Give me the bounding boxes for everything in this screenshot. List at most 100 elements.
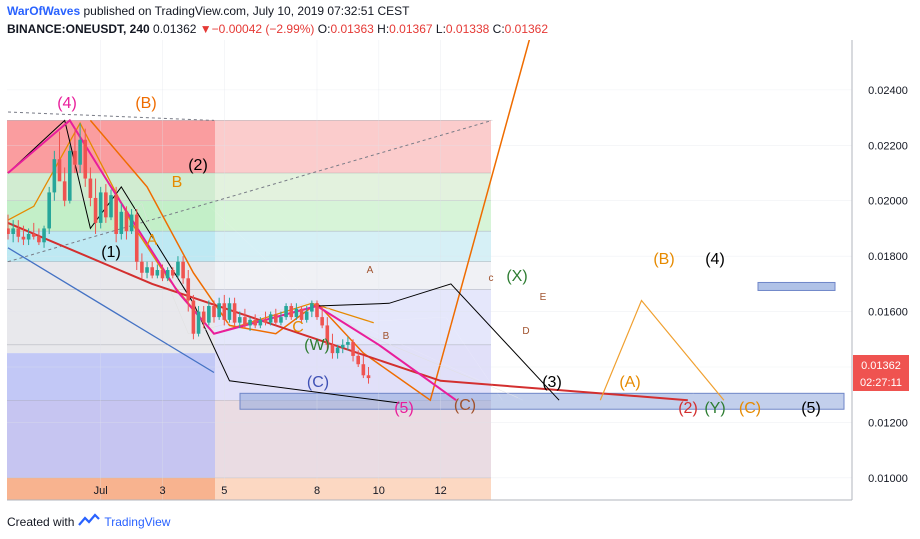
tradingview-link[interactable]: TradingView <box>104 514 171 529</box>
candle-body <box>93 197 98 223</box>
candle-body <box>243 317 247 326</box>
y-tick-label: 0.01800 <box>868 251 908 263</box>
candle-body <box>129 214 134 232</box>
black-wave-1 <box>7 119 400 404</box>
tradingview-logo-icon <box>78 513 101 530</box>
wave-label-wCo2: (C) <box>739 400 761 417</box>
orange-wave-upper <box>7 121 374 335</box>
wave-label-sb: B <box>383 331 390 342</box>
candle-body <box>361 364 366 376</box>
candle-body <box>140 261 144 273</box>
ohlc-low-label: L: <box>435 22 446 36</box>
candle-body <box>196 311 201 334</box>
wave-label-wC: C <box>292 319 304 336</box>
candles <box>7 123 371 384</box>
orange-abc-down <box>89 40 531 402</box>
wave-label-sc: c <box>489 273 494 284</box>
y-tick-label: 0.02400 <box>868 85 908 97</box>
wave-label-wX: (X) <box>506 268 527 285</box>
price-badge-price: 0.01362 <box>861 360 901 372</box>
x-tick-label: 3 <box>159 485 165 497</box>
candle-body <box>165 270 170 279</box>
wave-label-w4b: (4) <box>705 251 725 268</box>
candle-body <box>294 308 299 318</box>
candle-body <box>356 355 360 365</box>
candle-body <box>201 311 206 323</box>
candle-body <box>16 228 21 237</box>
placeholder-line <box>110 203 518 398</box>
wave-label-w2: (2) <box>188 157 208 174</box>
candle-body <box>237 317 242 323</box>
candle-body <box>222 303 227 320</box>
price-badge-box <box>853 355 909 391</box>
candle-body <box>37 236 41 243</box>
resistance-zone-box <box>757 281 836 291</box>
dashed-line-top <box>7 111 215 121</box>
candle-body <box>181 261 185 279</box>
candle-body <box>191 300 196 334</box>
created-with-text: Created with <box>7 514 75 529</box>
zone-right-5 <box>215 289 491 345</box>
candle-body <box>299 308 304 320</box>
zone-right-0 <box>215 120 491 174</box>
wave-label-wCo: (C) <box>454 397 476 414</box>
candle-body <box>11 228 15 234</box>
candle-body <box>57 159 62 182</box>
candle-body <box>88 178 93 198</box>
wave-label-wAo: (A) <box>619 374 640 391</box>
candle-body <box>47 192 51 229</box>
wave-label-se: E <box>540 292 547 303</box>
wave-label-wBo: (B) <box>653 251 674 268</box>
symbol-name: BINANCE:ONEUSDT, 240 <box>7 22 150 36</box>
published-text: published on TradingView.com, July 10, 2… <box>83 4 410 18</box>
x-tick-label: 5 <box>221 485 227 497</box>
wave-label-wCb: (C) <box>307 374 329 391</box>
zone-right-7 <box>215 400 491 478</box>
publish-info: WarOfWaves published on TradingView.com,… <box>7 4 409 18</box>
ohlc-open-label: O: <box>317 22 331 36</box>
candle-body <box>42 228 46 243</box>
ohlc-open-value: 0.01363 <box>330 22 374 36</box>
wave-label-w4: (4) <box>57 95 77 112</box>
candle-body <box>83 139 88 179</box>
orange-wave-b <box>599 299 725 401</box>
candle-body <box>114 195 118 234</box>
candle-body <box>212 306 216 318</box>
black-wave-2 <box>316 283 560 401</box>
candle-body <box>31 233 36 237</box>
support-zone-box <box>239 392 845 410</box>
x-axis[interactable]: Jul 3 5 8 10 12 <box>94 485 447 497</box>
x-tick-label: 10 <box>373 485 385 497</box>
candle-body <box>310 303 314 312</box>
candle-body <box>330 344 335 354</box>
candle-body <box>98 192 103 223</box>
candle-body <box>52 159 57 193</box>
author-name[interactable]: WarOfWaves <box>7 4 81 18</box>
ohlc-high-label: H: <box>377 22 390 36</box>
candle-body <box>186 278 191 301</box>
candle-body <box>325 325 330 345</box>
price-change: −0.00042 (−2.99%) <box>211 22 315 36</box>
candle-body <box>346 342 350 345</box>
wave-label-w1: (1) <box>101 244 121 261</box>
ohlc-close-value: 0.01362 <box>504 22 549 36</box>
x-tick-label: Jul <box>94 485 108 497</box>
zone-left-4 <box>7 261 215 354</box>
last-price: 0.01362 <box>153 22 197 36</box>
fibonacci-zones <box>7 120 845 500</box>
candle-body <box>26 233 31 240</box>
spacer-line-3 <box>692 62 730 395</box>
candle-body <box>68 150 72 201</box>
zone-left-5 <box>7 353 215 401</box>
y-axis[interactable]: 0.024000.022000.020000.018000.016000.014… <box>868 85 908 485</box>
candle-body <box>351 342 355 356</box>
wave-label-w5: (5) <box>394 400 414 417</box>
footer: Created with TradingView <box>7 513 170 530</box>
candle-body <box>253 319 257 326</box>
zone-right-2 <box>215 200 491 232</box>
candle-body <box>145 267 149 273</box>
spacer-line-2 <box>347 317 503 401</box>
y-tick-label: 0.01000 <box>868 473 908 485</box>
y-tick-label: 0.01600 <box>868 307 908 319</box>
